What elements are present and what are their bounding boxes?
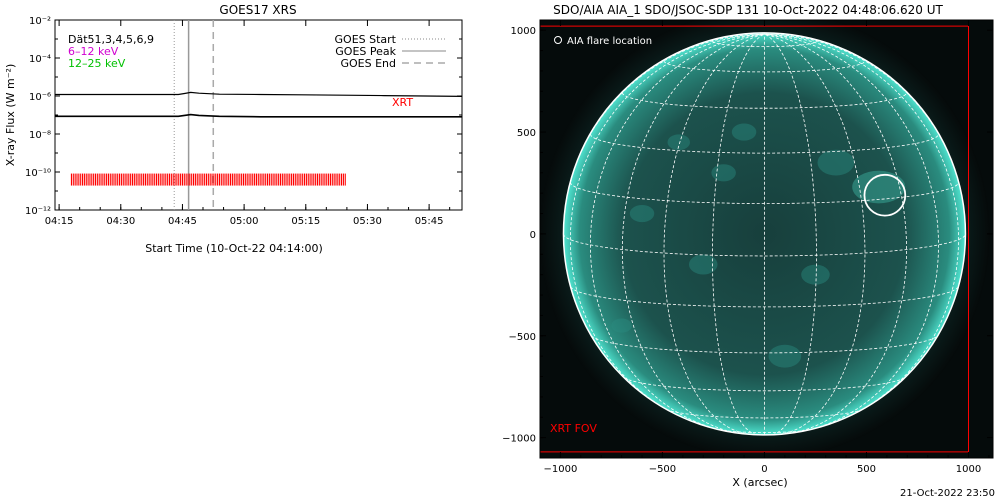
aia-y-tick-label: 1000	[511, 26, 536, 37]
goes-x-tick-label: 05:15	[291, 216, 320, 227]
goes-y-axis-label: X-ray Flux (W m⁻²)	[4, 64, 17, 166]
legend-goes-start: GOES Start	[335, 33, 397, 46]
goes-series-short-channel	[55, 113, 462, 118]
goes-x-tick-label: 04:45	[168, 216, 197, 227]
longitude-gridline	[764, 33, 960, 420]
goes-channel-label-high: 12–25 keV	[68, 57, 126, 70]
coronal-feature	[629, 204, 655, 223]
longitude-gridline	[764, 33, 866, 435]
xrt-fov-box	[540, 25, 970, 453]
longitude-gridline	[711, 33, 765, 435]
active-region-glow	[852, 170, 906, 204]
solar-limb-outline	[562, 32, 967, 436]
goes-y-tick-label: 10⁻²	[29, 16, 51, 27]
goes-detector-label: Dät51,3,4,5,6,9	[68, 33, 154, 46]
goes-x-tick-label: 05:00	[230, 216, 259, 227]
goes-series-long-channel	[55, 91, 463, 97]
aia-x-tick-label: −1000	[543, 464, 577, 475]
goes-y-tick-label: 10⁻⁶	[29, 92, 51, 103]
coronal-feature	[667, 134, 690, 151]
aia-image-title: SDO/AIA AIA_1 SDO/JSOC-SDP 131 10-Oct-20…	[553, 3, 943, 17]
goes-y-tick-label: 10⁻⁸	[29, 130, 51, 141]
aia-x-tick-label: 1000	[956, 464, 981, 475]
goes-x-tick-label: 04:30	[106, 216, 135, 227]
goes-x-tick-label: 05:30	[353, 216, 382, 227]
footer-timestamp: 21-Oct-2022 23:50	[900, 488, 995, 499]
aia-x-tick-label: 500	[857, 464, 876, 475]
aia-x-axis-label: X (arcsec)	[732, 476, 787, 489]
longitude-gridline	[569, 33, 765, 420]
longitude-gridline	[764, 33, 908, 435]
goes-lightcurve-panel: GOES17 XRS 04:15 04:30 04:45 05:00 05:15 05:3…	[0, 0, 470, 260]
goes-x-axis-label: Start Time (10-Oct-22 04:14:00)	[145, 242, 323, 255]
latitude-gridline	[623, 377, 906, 392]
goes-y-tick-label: 10⁻¹²	[25, 206, 51, 217]
xrt-series-label: XRT	[392, 96, 413, 109]
coronal-feature	[731, 123, 757, 141]
longitude-gridline	[663, 33, 765, 435]
aia-plot-frame	[539, 19, 994, 459]
coronal-feature	[711, 164, 736, 182]
goes-chart-title: GOES17 XRS	[219, 3, 296, 17]
legend-goes-end: GOES End	[340, 57, 396, 70]
latitude-gridline	[621, 92, 907, 109]
legend-flare-label: AIA flare location	[567, 36, 652, 47]
goes-channel-label-low: 6–12 keV	[68, 45, 119, 58]
longitude-gridline	[764, 33, 817, 435]
aia-y-tick-label: −1000	[502, 434, 536, 445]
aia-y-tick-label: 0	[530, 230, 536, 241]
xrt-observation-band	[71, 174, 346, 186]
coronal-feature	[768, 344, 802, 368]
coronal-feature	[817, 149, 855, 176]
longitude-gridline	[621, 33, 765, 435]
goes-x-tick-label: 04:15	[45, 216, 74, 227]
longitude-gridline	[764, 33, 939, 431]
goes-y-tick-label: 10⁻¹⁰	[25, 168, 51, 179]
coronal-feature	[688, 254, 718, 275]
legend-flare-symbol	[554, 36, 562, 44]
goes-lightcurve-chart: GOES17 XRS 04:15 04:30 04:45 05:00 05:15 05:3…	[4, 3, 463, 255]
goes-y-tick-label: 10⁻⁴	[29, 54, 51, 65]
aia-solar-image: SDO/AIA AIA_1 SDO/JSOC-SDP 131 10-Oct-20…	[502, 3, 995, 499]
aia-image-panel: SDO/AIA AIA_1 SDO/JSOC-SDP 131 10-Oct-20…	[490, 0, 1000, 500]
aia-y-tick-label: 500	[517, 128, 536, 139]
coronal-feature	[611, 318, 632, 333]
aia-x-tick-label: −500	[649, 464, 676, 475]
aia-y-tick-label: −500	[509, 332, 536, 343]
aia-flare-location-marker	[863, 173, 907, 217]
goes-x-tick-label: 05:45	[415, 216, 444, 227]
coronal-feature	[801, 264, 830, 285]
legend-goes-peak: GOES Peak	[335, 45, 396, 58]
longitude-gridline	[589, 33, 765, 431]
xrt-fov-label: XRT FOV	[550, 422, 597, 435]
aia-x-tick-label: 0	[761, 464, 767, 475]
